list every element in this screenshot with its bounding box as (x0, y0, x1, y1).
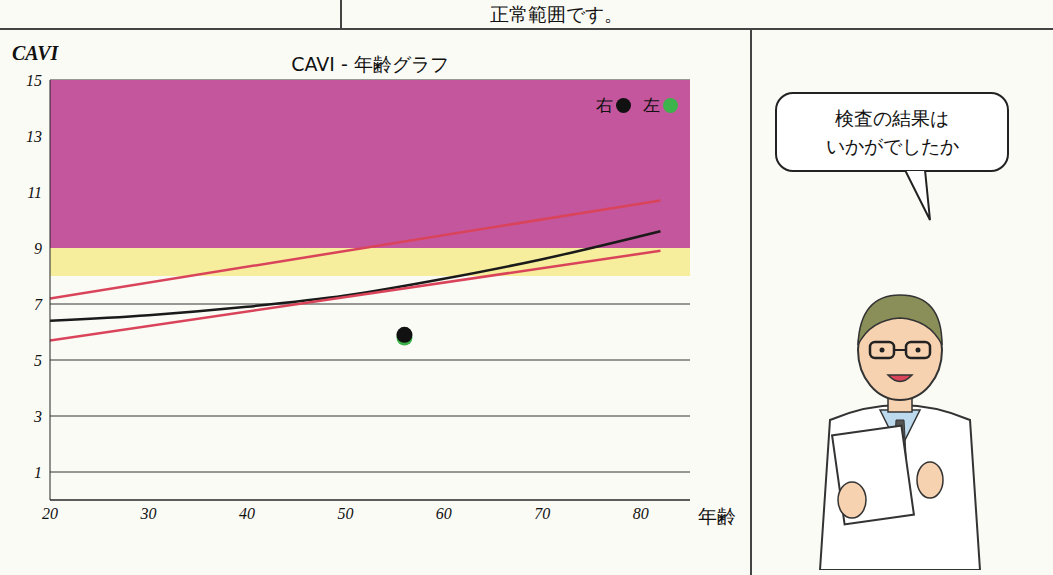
svg-text:50: 50 (337, 505, 353, 522)
html-text:年齢: 年齢 (698, 505, 736, 527)
html-text:正常範囲です。: 正常範囲です。 (490, 3, 623, 25)
svg-text:30: 30 (139, 505, 156, 522)
svg-text:3: 3 (33, 408, 42, 425)
html-text:右: 右 (596, 95, 613, 115)
svg-text:80: 80 (633, 505, 649, 522)
svg-text:9: 9 (34, 240, 42, 257)
svg-text:40: 40 (239, 505, 255, 522)
html-text:検査の結果は: 検査の結果は (835, 107, 949, 129)
svg-text:5: 5 (34, 352, 42, 369)
svg-text:20: 20 (42, 505, 58, 522)
svg-text:70: 70 (534, 505, 550, 522)
svg-text:60: 60 (436, 505, 452, 522)
html-text:左: 左 (643, 95, 660, 115)
svg-text:13: 13 (26, 128, 42, 145)
svg-text:7: 7 (34, 296, 43, 313)
svg-text:1: 1 (34, 464, 42, 481)
html-text:いかがでしたか: いかがでしたか (825, 135, 959, 157)
html-text:CAVI: CAVI (12, 42, 59, 64)
svg-text:15: 15 (26, 72, 42, 89)
svg-text:11: 11 (27, 184, 42, 201)
html-text:CAVI - 年齢グラフ: CAVI - 年齢グラフ (291, 53, 449, 75)
